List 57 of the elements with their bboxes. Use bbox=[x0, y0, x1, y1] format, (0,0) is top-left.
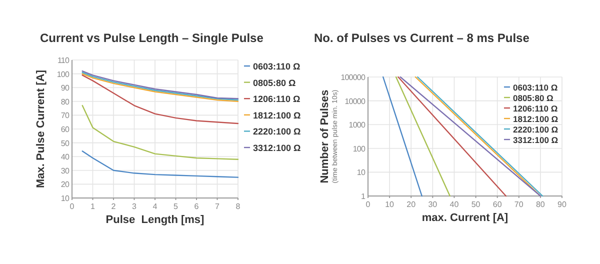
x-tick-label: 6 bbox=[194, 202, 200, 211]
x-tick-label: 1 bbox=[90, 202, 96, 211]
y-tick-label: 20 bbox=[60, 180, 70, 190]
x-tick-label: 10 bbox=[385, 200, 395, 209]
legend-label: 0805:80 Ω bbox=[253, 78, 296, 88]
legend-label: 0603:110 Ω bbox=[253, 62, 300, 72]
legend-label: 2220:100 Ω bbox=[253, 126, 301, 137]
legend-label: 1206:110 Ω bbox=[513, 104, 558, 114]
legend-label: 1206:110 Ω bbox=[253, 94, 300, 104]
y-tick-label: 1000 bbox=[348, 120, 366, 130]
x-tick-label: 0 bbox=[70, 202, 75, 211]
x-tick-label: 0 bbox=[366, 200, 371, 209]
y-tick-label: 10 bbox=[356, 168, 366, 178]
line-series bbox=[82, 150, 239, 178]
line-series bbox=[82, 104, 239, 160]
legend-label: 1812:100 Ω bbox=[513, 114, 558, 124]
legend-label: 1812:100 Ω bbox=[253, 110, 301, 120]
x-tick-label: 80 bbox=[536, 200, 546, 209]
legend-label: 0805:80 Ω bbox=[513, 93, 554, 103]
x-tick-label: 60 bbox=[492, 200, 502, 209]
x-tick-label: 50 bbox=[471, 200, 481, 209]
x-tick-label: 70 bbox=[514, 200, 524, 209]
y-tick-label: 40 bbox=[60, 152, 70, 162]
x-tick-label: 2 bbox=[111, 202, 116, 211]
legend-label: 3312:100 Ω bbox=[253, 143, 301, 153]
y-tick-label: 110 bbox=[57, 56, 70, 65]
y-axis-title: Number of Pulses (time between pulse min. 10s) bbox=[319, 90, 339, 184]
y-tick-label: 1 bbox=[360, 192, 366, 201]
chart-title: No. of Pulses vs Current – 8 ms Pulse bbox=[314, 31, 530, 45]
x-tick-label: 8 bbox=[236, 202, 241, 211]
legend-label: 2220:100 Ω bbox=[513, 124, 558, 134]
y-tick-label: 80 bbox=[60, 97, 70, 106]
y-tick-label: 70 bbox=[60, 111, 70, 120]
y-tick-label: 60 bbox=[60, 125, 70, 134]
x-tick-label: 20 bbox=[406, 200, 416, 209]
y-tick-label: 10000 bbox=[344, 96, 366, 106]
y-tick-label: 90 bbox=[60, 84, 70, 93]
line-series bbox=[82, 74, 239, 124]
x-tick-label: 90 bbox=[558, 200, 567, 209]
y-axis-title: Max. Pulse Current [A] bbox=[35, 70, 47, 188]
x-axis-title: Pulse Length [ms] bbox=[106, 214, 205, 226]
y-tick-label: 10 bbox=[60, 194, 70, 203]
y-tick-label: 100 bbox=[56, 70, 70, 79]
chart-title: Current vs Pulse Length – Single Pulse bbox=[40, 31, 264, 45]
legend-label: 3312:100 Ω bbox=[513, 135, 558, 145]
x-tick-label: 5 bbox=[174, 202, 179, 211]
x-tick-label: 30 bbox=[428, 200, 438, 209]
x-tick-label: 40 bbox=[450, 200, 460, 209]
x-tick-label: 3 bbox=[132, 202, 138, 211]
x-tick-label: 7 bbox=[215, 202, 220, 211]
x-tick-label: 4 bbox=[152, 202, 158, 211]
legend-label: 0603:110 Ω bbox=[513, 82, 558, 92]
y-tick-label: 100000 bbox=[340, 73, 366, 82]
y-tick-label: 30 bbox=[60, 166, 70, 176]
y-tick-label: 50 bbox=[60, 138, 70, 148]
x-axis-title: max. Current [A] bbox=[422, 212, 508, 224]
y-tick-label: 100 bbox=[352, 144, 366, 154]
